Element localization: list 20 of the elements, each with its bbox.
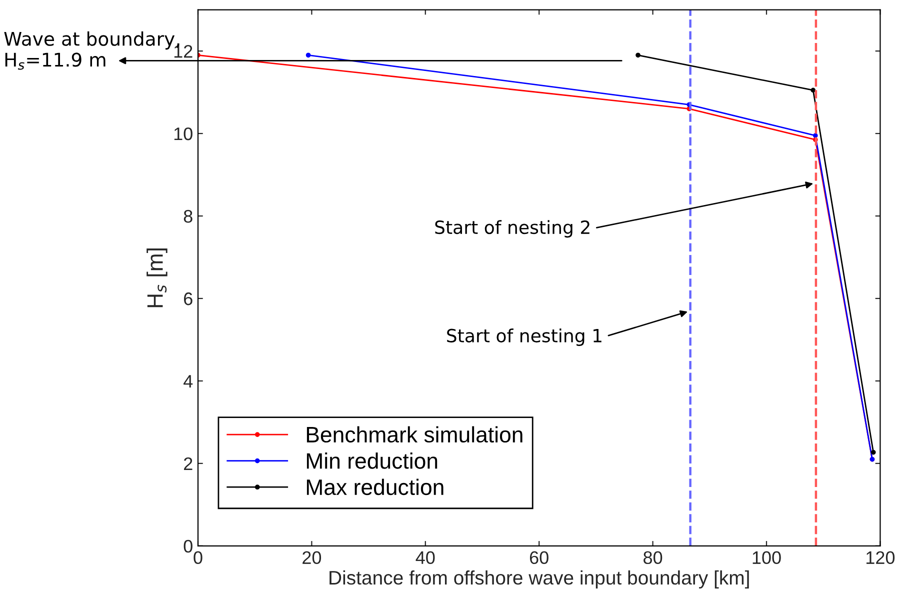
x-tick-label: 100 bbox=[752, 551, 781, 564]
x-tick-label: 40 bbox=[416, 551, 435, 564]
y-tick-label: 6 bbox=[184, 292, 192, 306]
x-tick-label: 80 bbox=[644, 551, 662, 564]
legend-label: Min reduction bbox=[306, 452, 438, 469]
y-tick-label: 4 bbox=[184, 375, 193, 388]
legend-label: Max reduction bbox=[306, 478, 444, 496]
legend-label: Benchmark simulation bbox=[306, 426, 522, 443]
x-tick-label: 20 bbox=[302, 551, 322, 564]
x-tick-label: 60 bbox=[530, 551, 548, 564]
annotation: Start of nesting 2 bbox=[435, 220, 590, 238]
y-tick-label: 2 bbox=[184, 457, 192, 470]
x-tick-label: 0 bbox=[194, 551, 202, 564]
y-tick-label: 8 bbox=[184, 210, 192, 223]
annotation: Start of nesting 1 bbox=[447, 328, 602, 346]
x-axis-title: Distance from offshore wave input boundary [km] bbox=[330, 570, 749, 588]
y-axis-title: H$_{s}$ [m] bbox=[146, 248, 168, 308]
y-tick-label: 0 bbox=[184, 540, 192, 553]
x-tick-label: 120 bbox=[866, 551, 895, 564]
y-tick-label: 10 bbox=[174, 127, 192, 140]
